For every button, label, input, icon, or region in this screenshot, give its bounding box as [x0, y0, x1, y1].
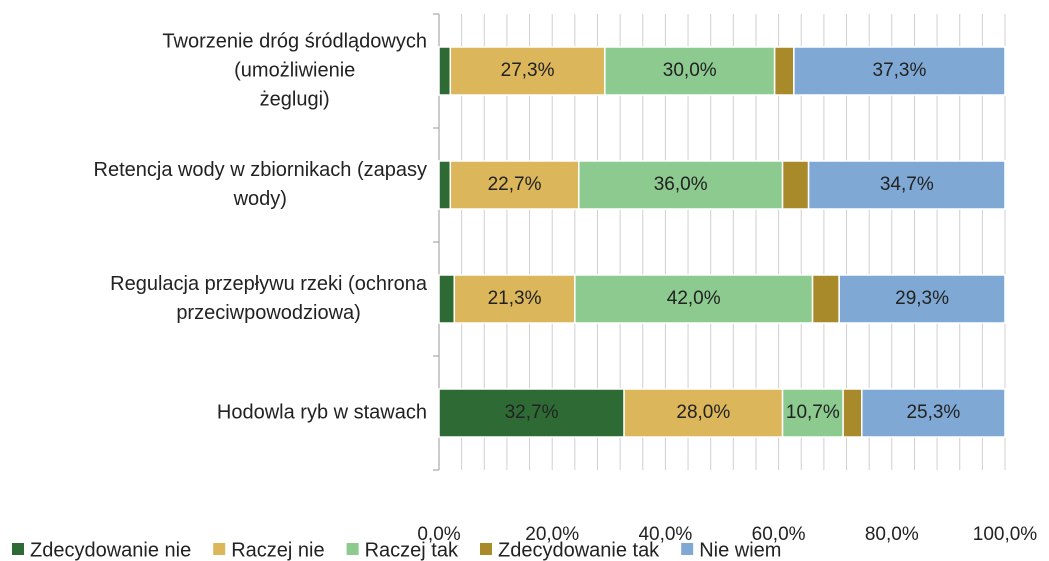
bar-segment	[574, 274, 814, 324]
bar-segment	[838, 274, 1006, 324]
data-label: 42,0%	[667, 288, 721, 309]
bar-segment	[807, 160, 1006, 210]
bar-segment	[842, 388, 863, 438]
data-label: 29,3%	[895, 288, 949, 309]
bar-segment	[453, 274, 576, 324]
bar-segment	[438, 160, 452, 210]
bar-segment	[604, 46, 776, 96]
category-label: Regulacja przepływu rzeki (ochrona przec…	[110, 273, 427, 324]
bar-segment	[861, 388, 1006, 438]
bar-segment	[438, 46, 452, 96]
legend-label: Nie wiem	[699, 539, 781, 561]
data-label: 37,3%	[873, 60, 927, 81]
bar-segment	[449, 160, 580, 210]
data-label: 22,7%	[488, 174, 542, 195]
bar-segment	[438, 388, 625, 438]
legend-label: Raczej nie	[231, 539, 324, 561]
x-tick-label: 0,0%	[417, 524, 460, 545]
bar-segment	[438, 274, 456, 324]
x-tick-label: 60,0%	[752, 524, 806, 545]
bar-segment	[781, 160, 810, 210]
data-label: 34,7%	[880, 174, 934, 195]
data-label: 27,3%	[501, 60, 555, 81]
legend-label: Zdecydowanie tak	[498, 539, 660, 561]
legend-swatch	[681, 543, 694, 555]
x-tick-label: 40,0%	[638, 524, 692, 545]
data-label: 25,3%	[906, 402, 960, 423]
bar-segment	[811, 274, 840, 324]
legend-swatch	[346, 543, 359, 555]
bar-segment	[773, 46, 795, 96]
data-label: 32,7%	[505, 402, 559, 423]
legend-label: Zdecydowanie nie	[30, 539, 191, 561]
category-label: Retencja wody w zbiornikach (zapasy wody…	[93, 159, 428, 210]
x-tick-label: 80,0%	[865, 524, 919, 545]
bar-segment	[793, 46, 1006, 96]
x-tick-label: 100,0%	[973, 524, 1038, 545]
legend-swatch	[213, 543, 226, 555]
legend-swatch	[479, 543, 492, 555]
legend-swatch	[12, 543, 24, 555]
bar-segment	[449, 46, 606, 96]
category-label: Tworzenie dróg śródlądowych (umożliwieni…	[162, 30, 427, 111]
data-label: 28,0%	[676, 402, 730, 423]
data-label: 36,0%	[654, 174, 708, 195]
category-label: Hodowla ryb w stawach	[216, 401, 427, 424]
data-label: 21,3%	[488, 288, 542, 309]
legend-label: Raczej tak	[365, 539, 459, 561]
data-label: 10,7%	[786, 402, 840, 423]
bar-segment	[578, 160, 784, 210]
x-tick-label: 20,0%	[525, 524, 579, 545]
data-label: 30,0%	[663, 60, 717, 81]
